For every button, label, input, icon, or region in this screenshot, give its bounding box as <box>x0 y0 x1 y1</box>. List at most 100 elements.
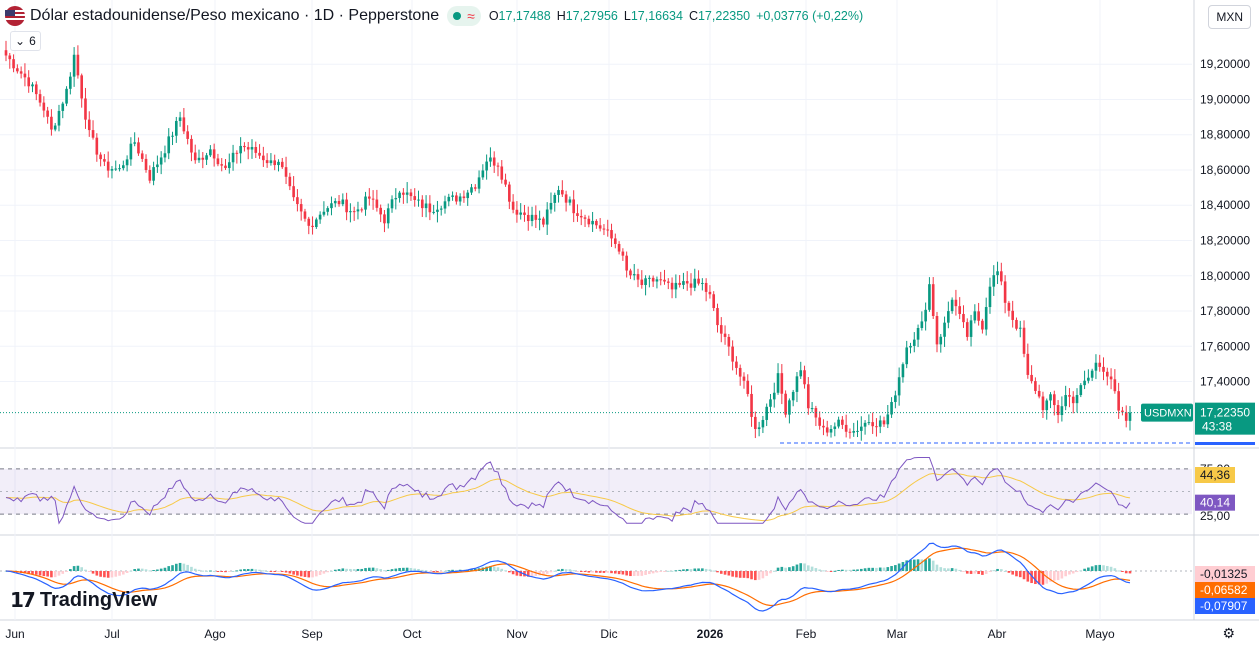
flag-icon <box>5 6 25 26</box>
candle-body <box>719 325 723 334</box>
candle-body <box>863 422 867 427</box>
tradingview-logo[interactable]: 17 TradingView <box>10 588 157 612</box>
candle-body <box>1090 370 1094 378</box>
candle-body <box>273 160 277 166</box>
candle-body <box>299 204 303 212</box>
candle-body <box>42 102 46 111</box>
candle-body <box>386 208 390 224</box>
macd-histogram-bar <box>920 559 924 571</box>
candle-body <box>227 162 231 169</box>
candle-body <box>625 255 628 271</box>
macd-histogram-bar <box>273 571 277 572</box>
indicators-toggle[interactable]: ⌄ 6 <box>10 31 41 51</box>
macd-histogram-bar <box>738 571 742 578</box>
candle-body <box>167 136 171 154</box>
macd-histogram-bar <box>682 569 685 571</box>
gear-icon[interactable]: ⚙ <box>1222 625 1235 641</box>
candle-body <box>489 157 492 162</box>
candle-body <box>515 209 519 215</box>
macd-histogram-bar <box>209 570 212 572</box>
macd-histogram-bar <box>761 571 765 579</box>
macd-histogram-bar <box>356 568 360 571</box>
symbol-title[interactable]: Dólar estadounidense/Peso mexicano · 1D … <box>30 7 440 24</box>
macd-histogram-bar <box>50 571 53 578</box>
candle-body <box>333 200 337 204</box>
candle-body <box>939 336 943 345</box>
macd-histogram-bar <box>99 571 102 577</box>
candle-body <box>190 138 193 153</box>
macd-histogram-bar <box>42 571 46 577</box>
macd-histogram-bar <box>719 571 723 574</box>
macd-histogram-bar <box>825 571 829 572</box>
macd-histogram-bar <box>504 570 507 572</box>
candle-body <box>678 282 681 285</box>
macd-histogram-bar <box>977 571 980 575</box>
candle-body <box>795 376 799 392</box>
candle-body <box>405 192 409 195</box>
candle-body <box>402 192 405 195</box>
macd-histogram-bar <box>38 571 42 576</box>
candle-body <box>935 315 939 345</box>
candle-body <box>31 84 34 87</box>
candle-body <box>69 76 72 89</box>
macd-histogram-bar <box>345 568 348 571</box>
candle-body <box>19 71 23 74</box>
candle-body <box>943 322 946 337</box>
macd-histogram-bar <box>76 565 80 571</box>
macd-histogram-bar <box>776 567 780 571</box>
candle-body <box>379 207 382 215</box>
macd-histogram-bar <box>1128 571 1132 574</box>
candle-body <box>875 426 878 428</box>
macd-histogram-bar <box>814 568 818 571</box>
candle-body <box>996 271 999 276</box>
candle-body <box>114 168 118 170</box>
macd-histogram-bar <box>882 567 886 571</box>
candle-body <box>16 68 19 72</box>
candle-body <box>337 200 341 205</box>
candle-body <box>352 211 356 213</box>
candle-body <box>413 196 417 201</box>
candle-body <box>140 153 144 159</box>
rsi-tick-label: 25,00 <box>1200 509 1230 523</box>
macd-histogram-bar <box>1049 571 1052 582</box>
macd-histogram-bar <box>386 569 390 571</box>
currency-button[interactable]: MXN <box>1208 5 1251 29</box>
macd-histogram-bar <box>224 571 227 573</box>
macd-histogram-bar <box>924 559 927 571</box>
candle-body <box>311 225 314 228</box>
candle-body <box>443 201 447 209</box>
macd-histogram-bar <box>265 570 269 572</box>
price-tick-label: 18,40000 <box>1200 198 1250 212</box>
candle-body <box>632 274 636 276</box>
macd-histogram-bar <box>950 568 954 571</box>
candle-body <box>212 149 216 159</box>
market-status-pill[interactable]: ≈ <box>447 6 481 26</box>
macd-histogram-bar <box>125 571 129 574</box>
candle-body <box>712 294 716 309</box>
macd-histogram-bar <box>1075 571 1079 573</box>
candle-body <box>791 391 795 401</box>
macd-histogram-bar <box>572 570 575 572</box>
macd-histogram-bar <box>288 571 292 574</box>
candle-body <box>99 154 102 160</box>
macd-histogram-bar <box>197 569 201 571</box>
candle-body <box>750 393 753 417</box>
candle-body <box>137 142 140 154</box>
candle-body <box>772 392 776 400</box>
candle-body <box>76 54 80 76</box>
macd-value-label: -0,06582 <box>1200 583 1248 597</box>
macd-histogram-bar <box>1030 571 1033 584</box>
macd-histogram-bar <box>398 567 401 571</box>
candle-body <box>269 160 273 164</box>
macd-histogram-bar <box>1098 564 1102 571</box>
macd-histogram-bar <box>1026 571 1030 582</box>
candle-body <box>761 419 765 428</box>
candle-body <box>553 194 557 203</box>
macd-histogram-bar <box>511 571 515 575</box>
rsi-value-label: 40,14 <box>1200 496 1230 510</box>
wave-icon: ≈ <box>467 8 475 24</box>
macd-histogram-bar <box>1053 571 1056 581</box>
candle-body <box>621 251 625 256</box>
macd-histogram-bar <box>1113 568 1117 571</box>
